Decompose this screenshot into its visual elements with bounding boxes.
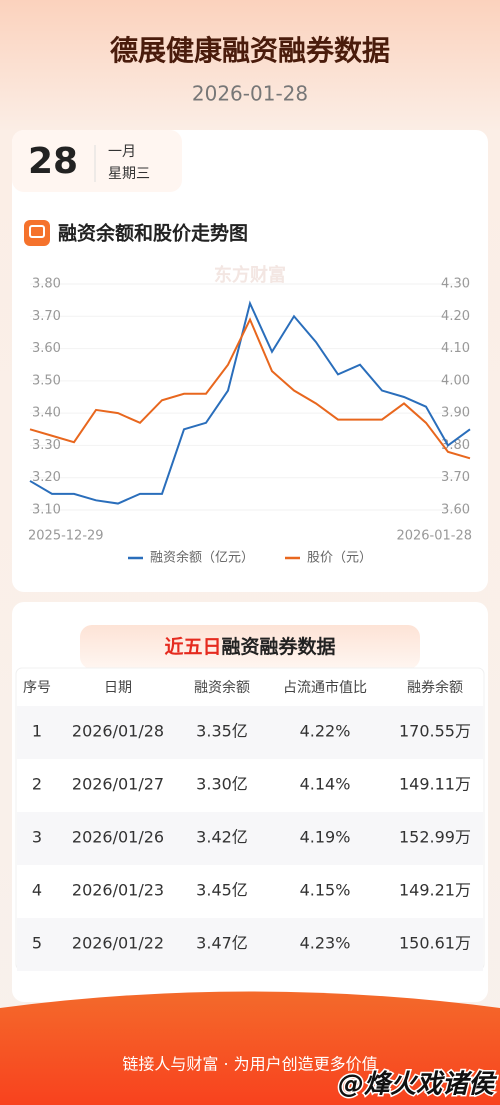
y2-tick-label: 3.70 — [441, 470, 470, 485]
x-tick-label: 2025-12-29 — [28, 529, 104, 544]
table-cell: 4 — [32, 881, 42, 900]
y-tick-label: 3.20 — [32, 470, 61, 485]
table-title-highlight: 近五日 — [164, 636, 221, 658]
table-cell: 3.45亿 — [196, 881, 248, 900]
chart-card — [12, 130, 488, 592]
section-title: 融资余额和股价走势图 — [58, 222, 248, 245]
date-day: 28 — [28, 141, 78, 182]
table-cell: 5 — [32, 934, 42, 953]
table: 序号 日期 融资余额 占流通市值比 融券余额 1 2026/01/28 3.35亿 4.22% 1… — [17, 679, 483, 971]
table-cell: 170.55万 — [399, 722, 471, 741]
column-header: 序号 — [23, 680, 51, 696]
table-cell: 2026/01/27 — [72, 775, 164, 794]
y-tick-label: 3.70 — [32, 309, 61, 324]
table-cell: 4.15% — [300, 881, 351, 900]
y2-tick-label: 3.80 — [441, 438, 470, 453]
y-tick-label: 3.10 — [32, 503, 61, 518]
table-cell: 1 — [32, 722, 42, 741]
y-tick-label: 3.50 — [32, 373, 61, 388]
table-cell: 2026/01/26 — [72, 828, 164, 847]
table-cell: 2 — [32, 775, 42, 794]
legend-label: 融资余额（亿元） — [150, 550, 254, 566]
column-header: 日期 — [104, 680, 132, 696]
table-cell: 2026/01/23 — [72, 881, 164, 900]
table-cell: 152.99万 — [399, 828, 471, 847]
table-cell: 2026/01/22 — [72, 934, 164, 953]
section-icon-glyph — [29, 225, 45, 238]
footer-band — [0, 991, 500, 1105]
series-line — [29, 317, 471, 460]
table-cell: 2026/01/28 — [72, 722, 164, 741]
footer-watermark: @烽火戏诸侯 — [338, 1070, 498, 1100]
table-cell: 4.23% — [300, 934, 351, 953]
y2-tick-label: 4.00 — [441, 373, 470, 388]
footer-slogan: 链接人与财富 · 为用户创造更多价值 — [122, 1055, 377, 1074]
series-line — [29, 300, 471, 505]
y2-tick-label: 4.20 — [441, 309, 470, 324]
table-cell: 3.47亿 — [196, 934, 248, 953]
row-background — [17, 812, 483, 865]
table-cell: 3 — [32, 828, 42, 847]
column-header: 融资余额 — [194, 679, 250, 696]
page-title: 德展健康融资融券数据 — [110, 34, 390, 67]
table-title-rest: 融资融券数据 — [222, 635, 336, 658]
y-tick-label: 3.80 — [32, 277, 61, 292]
table-title-tab — [80, 625, 420, 669]
table-cell: 3.30亿 — [196, 775, 248, 794]
column-header: 融券余额 — [407, 679, 463, 696]
y2-tick-label: 4.30 — [441, 277, 470, 292]
row-background — [17, 918, 483, 971]
y-tick-label: 3.40 — [32, 406, 61, 421]
table-cell: 150.61万 — [399, 934, 471, 953]
column-header: 占流通市值比 — [283, 679, 367, 696]
table-title: 近五日融资融券数据 — [164, 635, 335, 658]
watermark: 东方财富 — [214, 264, 286, 286]
y2-tick-label: 4.10 — [441, 341, 470, 356]
table-cell: 3.35亿 — [196, 722, 248, 741]
legend-label: 股价（元） — [307, 551, 372, 566]
page-date: 2026-01-28 — [192, 82, 308, 106]
row-background — [17, 706, 483, 759]
date-tab — [12, 130, 182, 192]
date-month: 一月 — [108, 144, 136, 160]
date-weekday: 星期三 — [108, 166, 150, 182]
x-tick-label: 2026-01-28 — [396, 529, 472, 544]
y2-tick-label: 3.60 — [441, 503, 470, 518]
y-tick-label: 3.30 — [32, 438, 61, 453]
table-cell: 4.22% — [300, 722, 351, 741]
table-cell: 4.19% — [300, 828, 351, 847]
y-tick-label: 3.60 — [32, 341, 61, 356]
table-cell: 3.42亿 — [196, 828, 248, 847]
table-cell: 149.11万 — [399, 775, 471, 794]
table-cell: 4.14% — [300, 775, 351, 794]
chart: 3.10 3.20 3.30 3.40 3.50 3.60 3.70 3.80 3.60 3.70… — [28, 277, 472, 566]
y2-tick-label: 3.90 — [441, 406, 470, 421]
table-cell: 149.21万 — [399, 881, 471, 900]
section-icon — [24, 220, 50, 246]
